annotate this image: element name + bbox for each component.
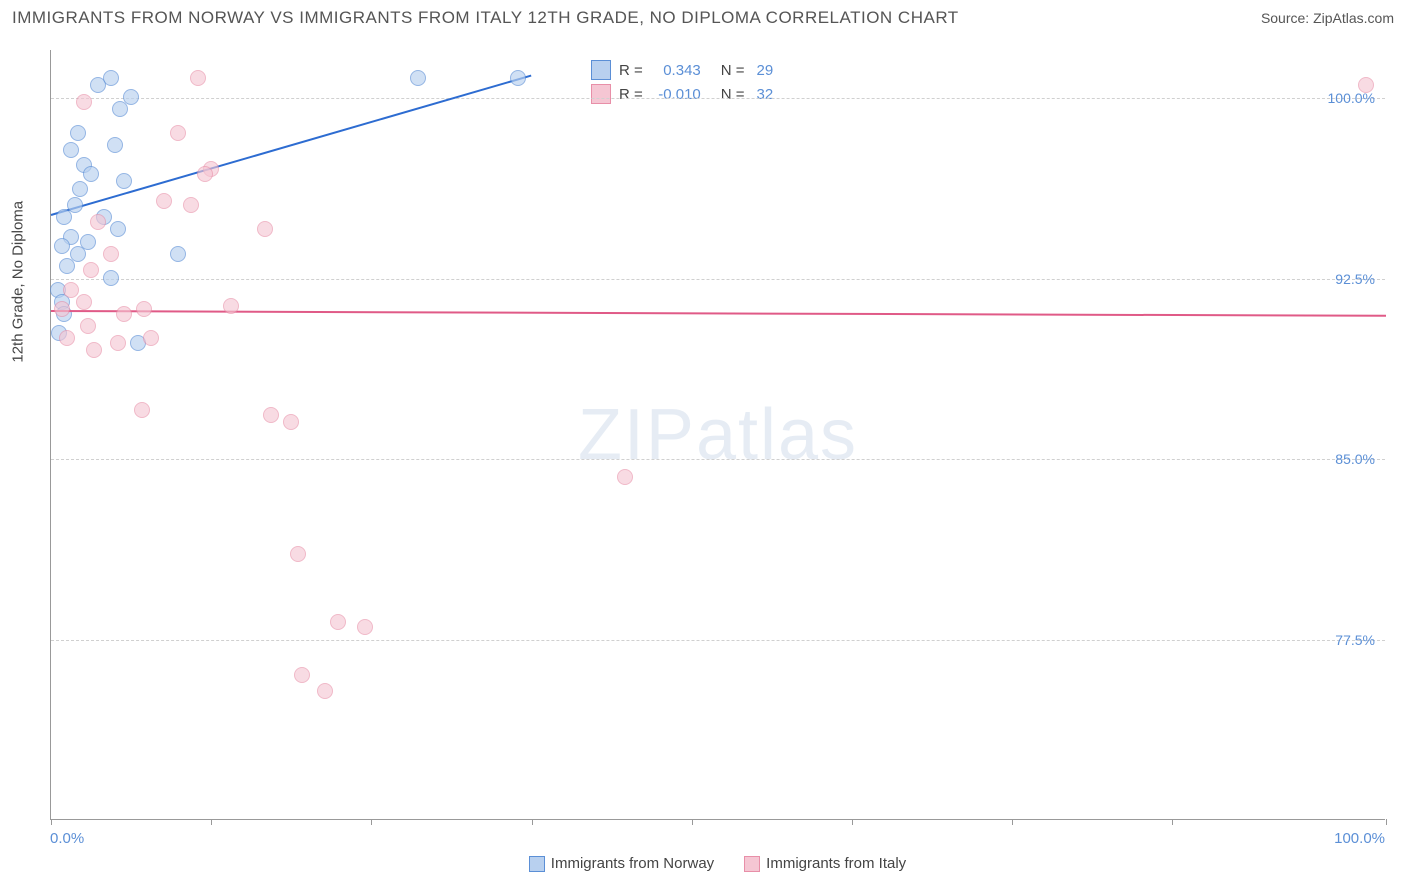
y-axis-title: 12th Grade, No Diploma	[10, 201, 27, 363]
stats-n-value-2: 32	[757, 86, 774, 103]
data-point	[54, 238, 70, 254]
data-point	[357, 619, 373, 635]
stats-row-series1: R = 0.343 N = 29	[591, 58, 773, 82]
data-point	[510, 70, 526, 86]
data-point	[80, 234, 96, 250]
trend-line	[51, 310, 1386, 317]
data-point	[116, 173, 132, 189]
data-point	[410, 70, 426, 86]
data-point	[54, 301, 70, 317]
data-point	[103, 246, 119, 262]
gridline	[51, 459, 1385, 460]
data-point	[90, 214, 106, 230]
data-point	[56, 209, 72, 225]
stats-r-value-2: -0.010	[651, 86, 701, 103]
data-point	[63, 282, 79, 298]
data-point	[110, 221, 126, 237]
data-point	[197, 166, 213, 182]
data-point	[80, 318, 96, 334]
legend-label-norway: Immigrants from Norway	[551, 855, 714, 872]
data-point	[136, 301, 152, 317]
watermark-text: ZIPatlas	[578, 394, 858, 476]
data-point	[156, 193, 172, 209]
y-tick-label: 77.5%	[1335, 632, 1375, 648]
gridline	[51, 279, 1385, 280]
x-tick	[692, 819, 693, 825]
data-point	[257, 221, 273, 237]
data-point	[317, 683, 333, 699]
y-tick-label: 92.5%	[1335, 271, 1375, 287]
stats-row-series2: R = -0.010 N = 32	[591, 82, 773, 106]
stats-r-label: R =	[619, 86, 643, 103]
data-point	[83, 166, 99, 182]
data-point	[330, 614, 346, 630]
data-point	[76, 94, 92, 110]
data-point	[83, 262, 99, 278]
data-point	[134, 402, 150, 418]
data-point	[103, 70, 119, 86]
x-tick	[852, 819, 853, 825]
data-point	[263, 407, 279, 423]
x-tick	[1386, 819, 1387, 825]
data-point	[123, 89, 139, 105]
data-point	[76, 294, 92, 310]
stats-r-value-1: 0.343	[651, 62, 701, 79]
y-tick-label: 85.0%	[1335, 451, 1375, 467]
x-tick	[1172, 819, 1173, 825]
stats-n-label: N =	[721, 86, 745, 103]
data-point	[170, 246, 186, 262]
x-tick	[532, 819, 533, 825]
gridline	[51, 640, 1385, 641]
x-axis-min-label: 0.0%	[50, 830, 84, 847]
gridline	[51, 98, 1385, 99]
data-point	[103, 270, 119, 286]
stats-r-label: R =	[619, 62, 643, 79]
data-point	[1358, 77, 1374, 93]
data-point	[86, 342, 102, 358]
legend-label-italy: Immigrants from Italy	[766, 855, 906, 872]
chart-plot-area: ZIPatlas R = 0.343 N = 29 R = -0.010 N =…	[50, 50, 1385, 820]
data-point	[63, 142, 79, 158]
data-point	[170, 125, 186, 141]
data-point	[72, 181, 88, 197]
x-tick	[1012, 819, 1013, 825]
data-point	[183, 197, 199, 213]
data-point	[110, 335, 126, 351]
legend-item-italy: Immigrants from Italy	[744, 855, 906, 872]
legend-swatch-norway	[529, 856, 545, 872]
stats-swatch-norway	[591, 60, 611, 80]
legend-swatch-italy	[744, 856, 760, 872]
data-point	[283, 414, 299, 430]
legend: Immigrants from Norway Immigrants from I…	[50, 855, 1385, 872]
stats-n-value-1: 29	[757, 62, 774, 79]
chart-title: IMMIGRANTS FROM NORWAY VS IMMIGRANTS FRO…	[12, 8, 959, 28]
data-point	[70, 125, 86, 141]
data-point	[294, 667, 310, 683]
x-tick	[211, 819, 212, 825]
source-attribution: Source: ZipAtlas.com	[1261, 10, 1394, 26]
data-point	[223, 298, 239, 314]
legend-item-norway: Immigrants from Norway	[529, 855, 714, 872]
data-point	[143, 330, 159, 346]
data-point	[290, 546, 306, 562]
x-tick	[51, 819, 52, 825]
data-point	[59, 330, 75, 346]
x-axis-max-label: 100.0%	[1334, 830, 1385, 847]
data-point	[190, 70, 206, 86]
data-point	[116, 306, 132, 322]
stats-n-label: N =	[721, 62, 745, 79]
title-bar: IMMIGRANTS FROM NORWAY VS IMMIGRANTS FRO…	[0, 0, 1406, 38]
data-point	[107, 137, 123, 153]
stats-swatch-italy	[591, 84, 611, 104]
data-point	[617, 469, 633, 485]
x-tick	[371, 819, 372, 825]
